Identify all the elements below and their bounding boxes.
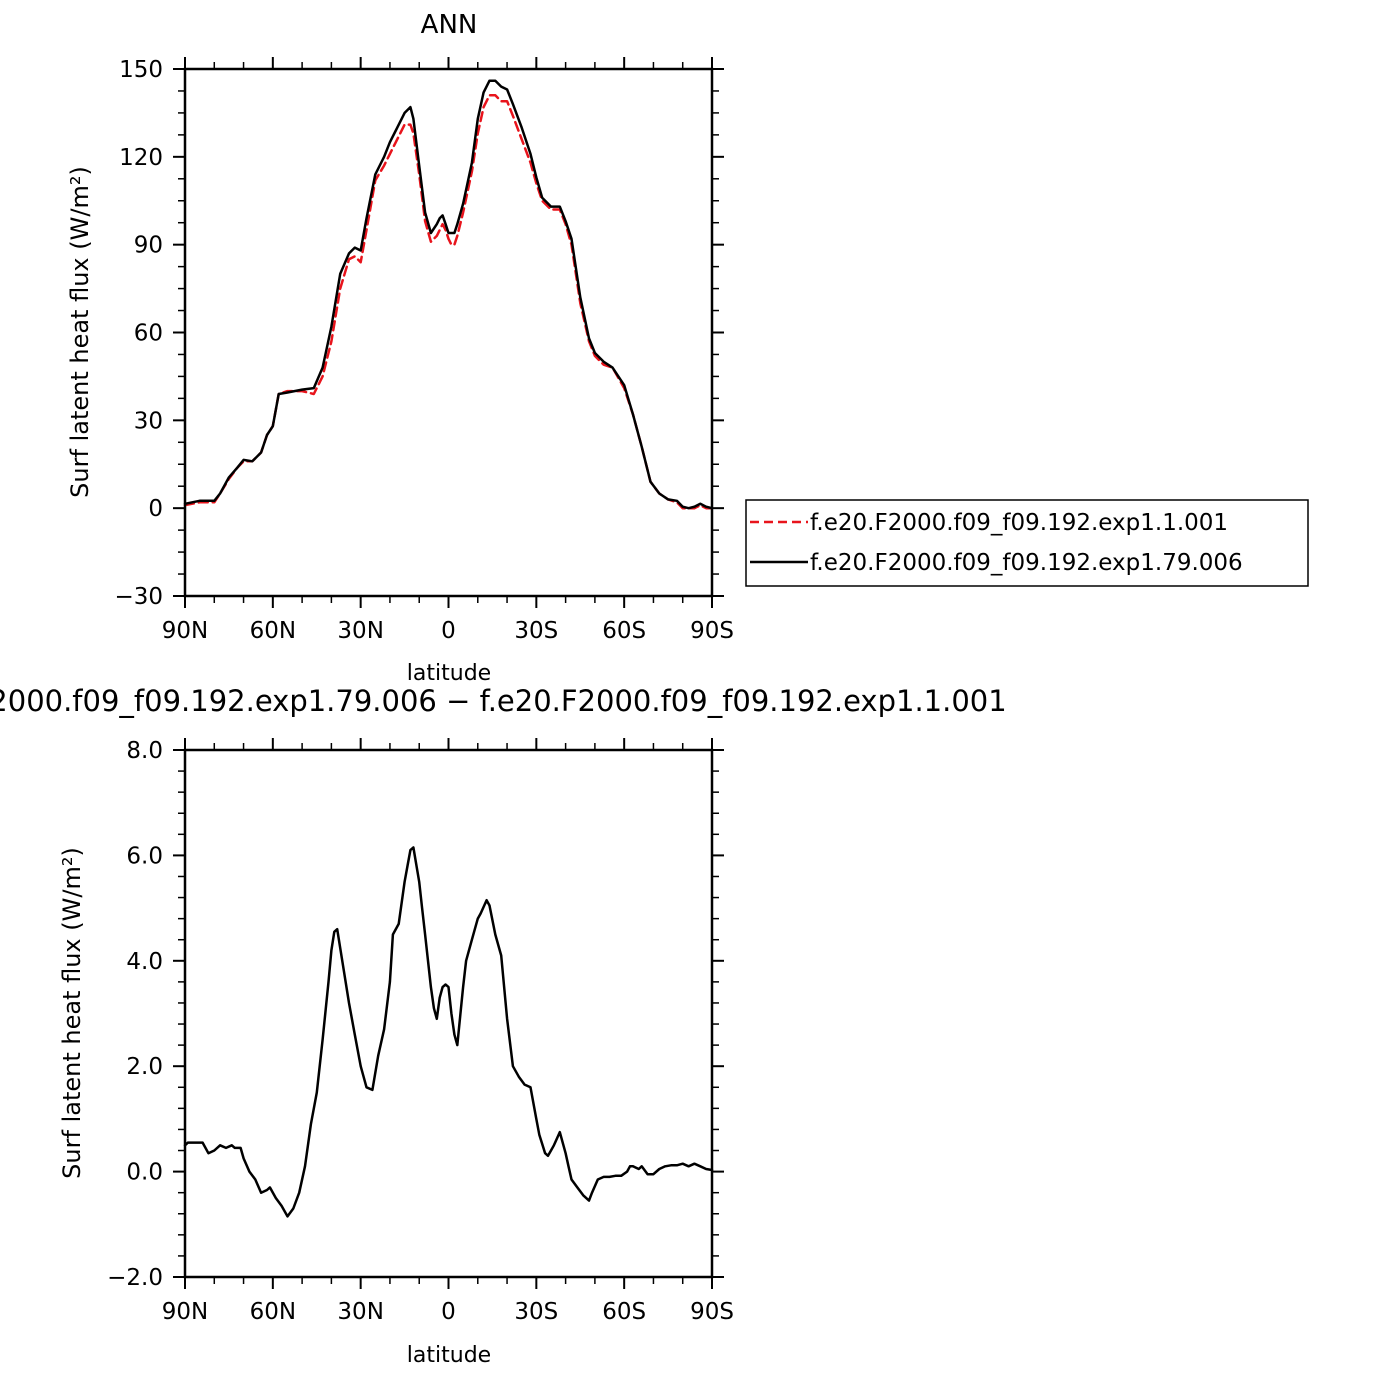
legend-label-series-2: f.e20.F2000.f09_f09.192.exp1.79.006 — [810, 550, 1243, 576]
bottom-y-tick-label: −2.0 — [107, 1265, 163, 1291]
top-y-tick-label: −30 — [114, 584, 163, 610]
bottom-y-tick-label: 8.0 — [126, 738, 163, 764]
top-x-axis-label: latitude — [407, 661, 491, 686]
bottom-x-tick-label: 30S — [514, 1299, 558, 1325]
top-x-tick-label: 60N — [250, 618, 296, 644]
top-y-tick-label: 120 — [119, 145, 163, 171]
top-x-tick-label: 60S — [602, 618, 646, 644]
top-y-axis-label: Surf latent heat flux (W/m²) — [66, 166, 94, 498]
top-x-tick-label: 90S — [690, 618, 734, 644]
top-plot-area: −30 0 30 60 90 120 150 90N 60N 30N 0 30S 60S 90S — [114, 57, 734, 644]
legend-label-series-1: f.e20.F2000.f09_f09.192.exp1.1.001 — [810, 510, 1228, 536]
top-x-tick-label: 90N — [162, 618, 208, 644]
bottom-tick-labels: −2.0 0.0 2.0 4.0 6.0 8.0 90N 60N 30N 0 30S 60S 90S — [107, 738, 734, 1325]
top-y-tick-label: 30 — [134, 408, 163, 434]
bottom-x-tick-label: 60S — [602, 1299, 646, 1325]
bottom-x-tick-label: 90N — [162, 1299, 208, 1325]
bottom-ticks — [173, 738, 724, 1289]
legend: f.e20.F2000.f09_f09.192.exp1.1.001 f.e20… — [745, 499, 1309, 587]
bottom-x-tick-label: 90S — [690, 1299, 734, 1325]
top-ticks — [173, 57, 724, 608]
bottom-chart-title: f.e20.F2000.f09_f09.192.exp1.79.006 − f.… — [0, 684, 1007, 718]
top-x-tick-label: 30S — [514, 618, 558, 644]
top-plot-frame — [183, 67, 714, 598]
bottom-plot-area: −2.0 0.0 2.0 4.0 6.0 8.0 90N 60N 30N 0 30S 60S 90S — [107, 738, 734, 1325]
top-y-tick-label: 150 — [119, 57, 163, 83]
top-y-tick-label: 60 — [134, 321, 163, 347]
bottom-x-tick-label: 60N — [250, 1299, 296, 1325]
bottom-y-tick-label: 6.0 — [126, 843, 163, 869]
bottom-x-tick-label: 0 — [441, 1299, 456, 1325]
bottom-y-tick-label: 4.0 — [126, 949, 163, 975]
bottom-y-tick-label: 0.0 — [126, 1160, 163, 1186]
top-y-tick-label: 90 — [134, 233, 163, 259]
bottom-y-tick-label: 2.0 — [126, 1054, 163, 1080]
bottom-plot-frame — [183, 748, 714, 1279]
bottom-y-axis-label: Surf latent heat flux (W/m²) — [58, 847, 86, 1179]
top-x-tick-label: 30N — [337, 618, 383, 644]
top-series-line-2 — [183, 79, 714, 510]
bottom-x-tick-label: 30N — [337, 1299, 383, 1325]
top-x-tick-label: 0 — [441, 618, 456, 644]
top-tick-labels: −30 0 30 60 90 120 150 90N 60N 30N 0 30S 60S 90S — [114, 57, 733, 644]
bottom-series-line-1 — [183, 846, 714, 1218]
bottom-series-lines — [183, 846, 714, 1218]
top-chart-title: ANN — [421, 10, 478, 40]
legend-box — [745, 499, 1309, 587]
bottom-x-axis-label: latitude — [407, 1343, 491, 1368]
top-series-lines — [183, 79, 714, 510]
top-y-tick-label: 0 — [148, 496, 163, 522]
bottom-panel: f.e20.F2000.f09_f09.192.exp1.79.006 − f.… — [0, 684, 1007, 1368]
